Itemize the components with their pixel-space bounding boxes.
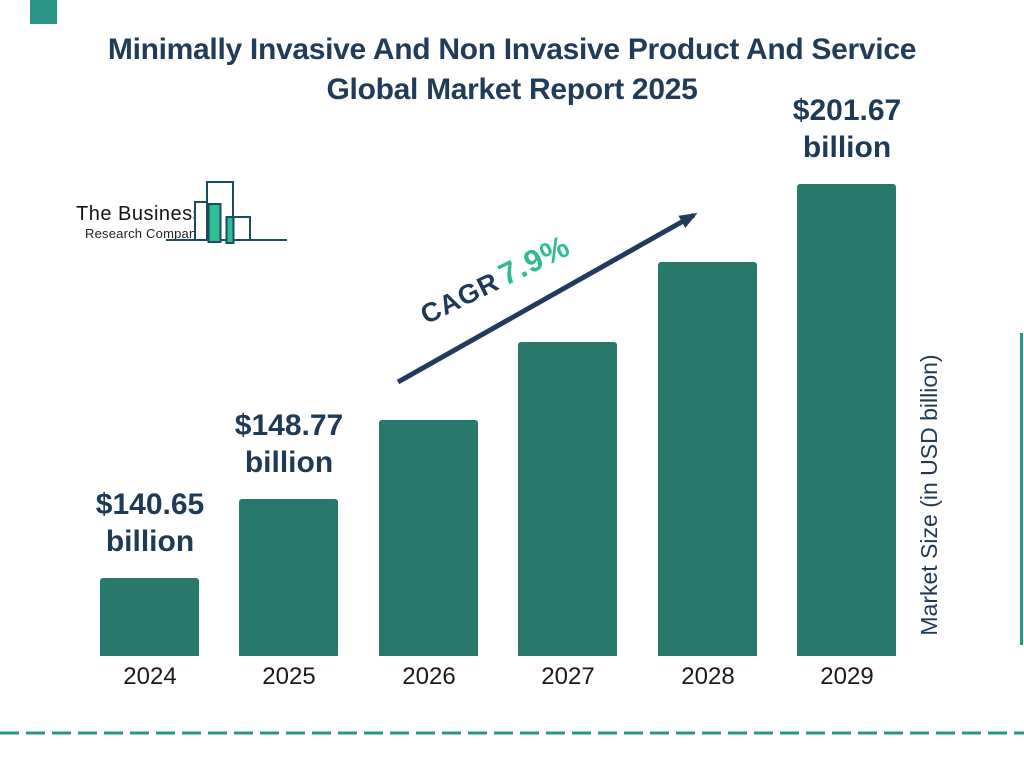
- page-title-line1: Minimally Invasive And Non Invasive Prod…: [107, 33, 917, 66]
- value-label-2025: $148.77 billion: [179, 407, 399, 481]
- logo-text-primary: The Business: [76, 203, 204, 225]
- x-tick-label-2027: 2027: [541, 663, 595, 690]
- x-tick-label-2028: 2028: [681, 663, 735, 690]
- right-accent-rule: [1020, 333, 1023, 645]
- x-tick-label-2025: 2025: [262, 663, 316, 690]
- value-amount: $148.77: [234, 409, 344, 442]
- bar-2026: [379, 420, 478, 656]
- value-label-2024: $140.65 billion: [40, 486, 260, 560]
- value-amount: $201.67: [792, 94, 902, 127]
- page-title: Minimally Invasive And Non Invasive Prod…: [0, 30, 1024, 110]
- bottom-dashed-line: [0, 731, 1024, 735]
- bar-2024: [100, 578, 199, 656]
- value-label-2029: $201.67 billion: [737, 92, 957, 166]
- x-tick-label-2026: 2026: [402, 663, 456, 690]
- bar-2028: [658, 262, 757, 656]
- bar-2029: [797, 184, 896, 656]
- bar-2025: [239, 499, 338, 656]
- page-title-line2: Global Market Report 2025: [326, 73, 698, 106]
- y-axis-label: Market Size (in USD billion): [916, 354, 942, 636]
- bar-2027: [518, 342, 617, 656]
- logo-mark-icon: [166, 181, 287, 244]
- value-amount: $140.65: [95, 488, 205, 521]
- corner-accent-square: [30, 0, 57, 24]
- x-tick-label-2024: 2024: [123, 663, 177, 690]
- value-unit: billion: [802, 131, 892, 164]
- value-unit: billion: [105, 525, 195, 558]
- growth-arrow-icon: [396, 212, 698, 385]
- value-unit: billion: [244, 446, 334, 479]
- x-tick-label-2029: 2029: [820, 663, 874, 690]
- logo-text-secondary: Research Company: [85, 226, 204, 241]
